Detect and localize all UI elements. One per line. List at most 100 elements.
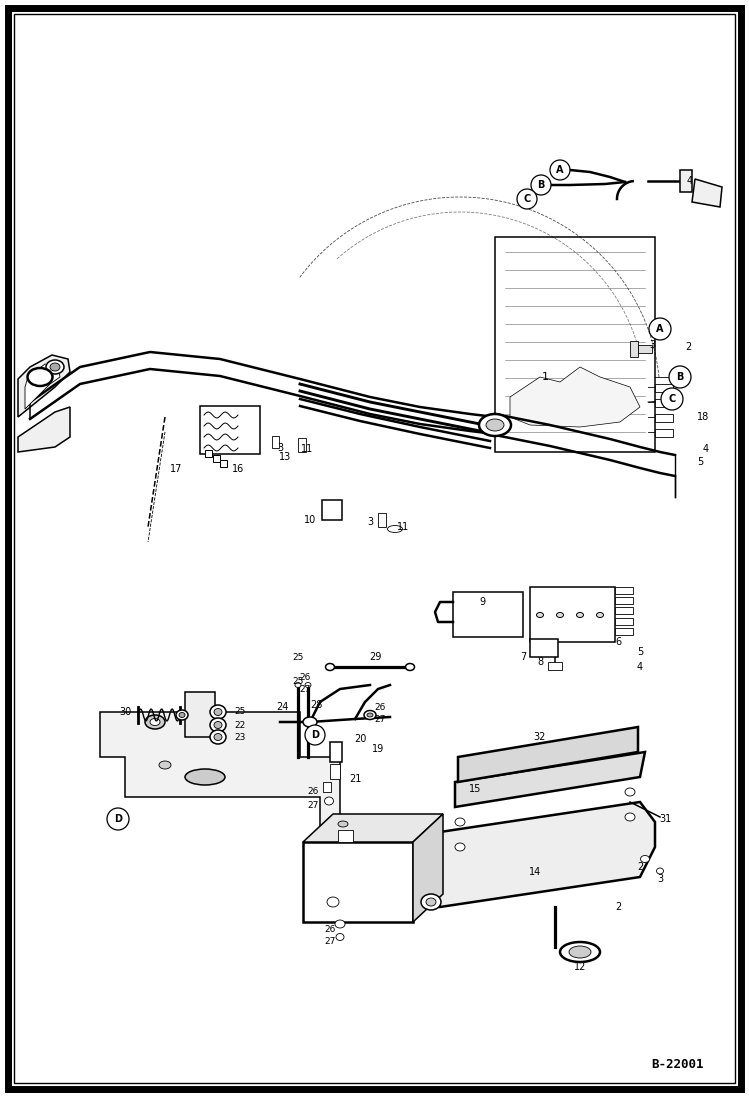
Ellipse shape [336, 934, 344, 940]
Ellipse shape [486, 419, 504, 431]
Ellipse shape [625, 813, 635, 821]
Ellipse shape [210, 705, 226, 719]
Ellipse shape [657, 868, 664, 874]
Text: 7: 7 [520, 652, 526, 661]
Text: 11: 11 [397, 522, 409, 532]
Polygon shape [458, 727, 638, 782]
Polygon shape [25, 364, 60, 409]
Ellipse shape [145, 715, 165, 730]
Text: 27: 27 [307, 801, 318, 810]
Polygon shape [510, 367, 640, 427]
Text: B-22001: B-22001 [652, 1059, 704, 1072]
FancyBboxPatch shape [185, 692, 215, 737]
Ellipse shape [324, 798, 333, 805]
FancyBboxPatch shape [630, 341, 638, 357]
Text: 3: 3 [367, 517, 373, 527]
Circle shape [669, 366, 691, 388]
Ellipse shape [210, 730, 226, 744]
Ellipse shape [46, 360, 64, 374]
FancyBboxPatch shape [495, 237, 655, 452]
FancyBboxPatch shape [615, 587, 633, 593]
FancyBboxPatch shape [303, 842, 413, 921]
Text: 17: 17 [170, 464, 182, 474]
Circle shape [305, 725, 325, 745]
Text: 2: 2 [637, 862, 643, 872]
Text: 9: 9 [479, 597, 485, 607]
Ellipse shape [426, 898, 436, 906]
Text: 19: 19 [372, 744, 384, 754]
Polygon shape [413, 814, 443, 921]
Ellipse shape [214, 734, 222, 740]
Text: 4: 4 [687, 176, 693, 186]
Ellipse shape [625, 788, 635, 796]
Ellipse shape [185, 769, 225, 785]
Circle shape [517, 189, 537, 210]
Text: 32: 32 [534, 732, 546, 742]
Text: 23: 23 [234, 733, 246, 742]
Text: 24: 24 [276, 702, 288, 712]
Text: 10: 10 [304, 514, 316, 525]
Text: B: B [537, 180, 545, 190]
Text: 16: 16 [232, 464, 244, 474]
Text: 6: 6 [615, 637, 621, 647]
Polygon shape [100, 712, 340, 847]
Ellipse shape [455, 818, 465, 826]
FancyBboxPatch shape [615, 618, 633, 625]
Text: 5: 5 [697, 457, 703, 467]
Text: B: B [676, 372, 684, 382]
Circle shape [649, 318, 671, 340]
Polygon shape [455, 753, 645, 807]
FancyBboxPatch shape [330, 764, 340, 779]
Text: 26: 26 [324, 925, 336, 934]
Ellipse shape [364, 711, 376, 720]
Ellipse shape [387, 525, 402, 532]
Text: 27: 27 [374, 714, 386, 724]
Text: 25: 25 [234, 708, 246, 716]
FancyBboxPatch shape [548, 661, 562, 670]
Ellipse shape [596, 612, 604, 618]
Text: C: C [668, 394, 676, 404]
Ellipse shape [214, 722, 222, 728]
Text: 3: 3 [657, 874, 663, 884]
Ellipse shape [303, 717, 317, 727]
Ellipse shape [455, 842, 465, 851]
Text: 15: 15 [469, 784, 481, 794]
Text: 30: 30 [119, 706, 131, 717]
Circle shape [661, 388, 683, 410]
Text: 4: 4 [637, 661, 643, 672]
Text: 12: 12 [574, 962, 586, 972]
Ellipse shape [214, 709, 222, 715]
Ellipse shape [338, 821, 348, 827]
Text: 29: 29 [369, 652, 381, 661]
Text: A: A [656, 324, 664, 333]
Text: 25: 25 [292, 653, 303, 661]
Ellipse shape [210, 719, 226, 732]
Circle shape [107, 808, 129, 830]
Polygon shape [692, 179, 722, 207]
Circle shape [531, 176, 551, 195]
Ellipse shape [640, 856, 649, 862]
FancyBboxPatch shape [615, 597, 633, 604]
Text: A: A [557, 165, 564, 176]
Text: D: D [114, 814, 122, 824]
Text: 25: 25 [292, 678, 303, 687]
FancyBboxPatch shape [200, 406, 260, 454]
Text: 2: 2 [685, 342, 691, 352]
FancyBboxPatch shape [530, 587, 615, 642]
Ellipse shape [335, 920, 345, 928]
FancyBboxPatch shape [205, 450, 212, 457]
FancyBboxPatch shape [338, 830, 353, 842]
Polygon shape [18, 355, 70, 417]
Circle shape [550, 160, 570, 180]
Ellipse shape [367, 713, 373, 717]
Ellipse shape [405, 664, 414, 670]
FancyBboxPatch shape [655, 399, 673, 407]
Ellipse shape [179, 712, 185, 717]
Polygon shape [18, 407, 70, 452]
Text: 27: 27 [324, 938, 336, 947]
Text: D: D [311, 730, 319, 740]
Ellipse shape [536, 612, 544, 618]
Text: 13: 13 [279, 452, 291, 462]
Ellipse shape [50, 363, 60, 371]
Text: 11: 11 [301, 444, 313, 454]
